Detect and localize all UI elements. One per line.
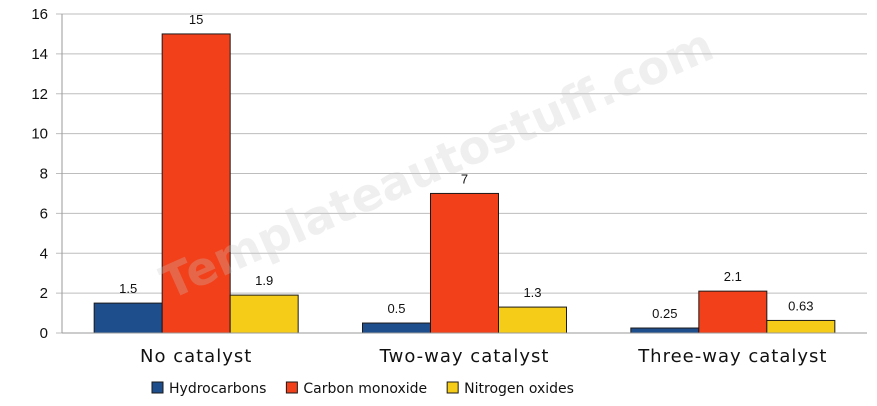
data-label: 15 — [189, 12, 203, 27]
legend-swatch — [285, 381, 298, 394]
legend-label: Hydrocarbons — [169, 381, 266, 397]
legend-label: Nitrogen oxides — [464, 381, 574, 397]
y-tick-label: 4 — [40, 245, 48, 262]
y-tick-label: 2 — [40, 285, 48, 302]
bar-nitrogen-oxides — [498, 306, 567, 334]
category-label: Two-way catalyst — [379, 346, 550, 367]
bar-carbon-monoxide — [698, 290, 768, 334]
legend-swatch — [151, 381, 164, 394]
category-labels: No catalyst Two-way catalyst Three-way cat… — [140, 346, 827, 367]
data-label: 0.5 — [387, 301, 405, 316]
category-label: Three-way catalyst — [637, 346, 827, 367]
data-label: 0.25 — [652, 306, 677, 321]
bar-hydrocarbons — [93, 302, 163, 334]
data-label: 1.3 — [523, 285, 541, 300]
axes — [61, 14, 867, 334]
legend-swatch — [446, 381, 459, 394]
data-label: 1.9 — [255, 273, 273, 288]
y-tick-label: 16 — [31, 6, 48, 23]
y-tick-label: 0 — [40, 325, 48, 342]
data-label: 1.5 — [119, 281, 137, 296]
bars — [93, 33, 836, 334]
data-label: 0.63 — [788, 298, 813, 313]
legend: Hydrocarbons Carbon monoxide Nitrogen oxid… — [151, 381, 574, 397]
y-tick-label: 14 — [31, 46, 48, 63]
y-tick-label: 6 — [40, 205, 48, 222]
data-label: 2.1 — [724, 269, 742, 284]
y-tick-label: 12 — [31, 86, 48, 103]
y-axis-ticks: 0 2 4 6 8 10 12 14 16 — [31, 6, 48, 342]
bar-hydrocarbons — [630, 327, 700, 334]
bar-carbon-monoxide — [430, 192, 499, 334]
y-tick-label: 8 — [40, 166, 48, 183]
category-label: No catalyst — [140, 346, 252, 367]
bar-nitrogen-oxides — [229, 294, 299, 334]
bar-hydrocarbons — [362, 322, 431, 334]
bar-nitrogen-oxides — [766, 319, 836, 334]
y-tick-label: 10 — [31, 126, 48, 143]
data-labels: 1.5 15 1.9 0.5 7 1.3 0.25 2.1 0.63 — [119, 12, 813, 321]
legend-label: Carbon monoxide — [303, 381, 427, 397]
data-label: 7 — [461, 171, 468, 186]
